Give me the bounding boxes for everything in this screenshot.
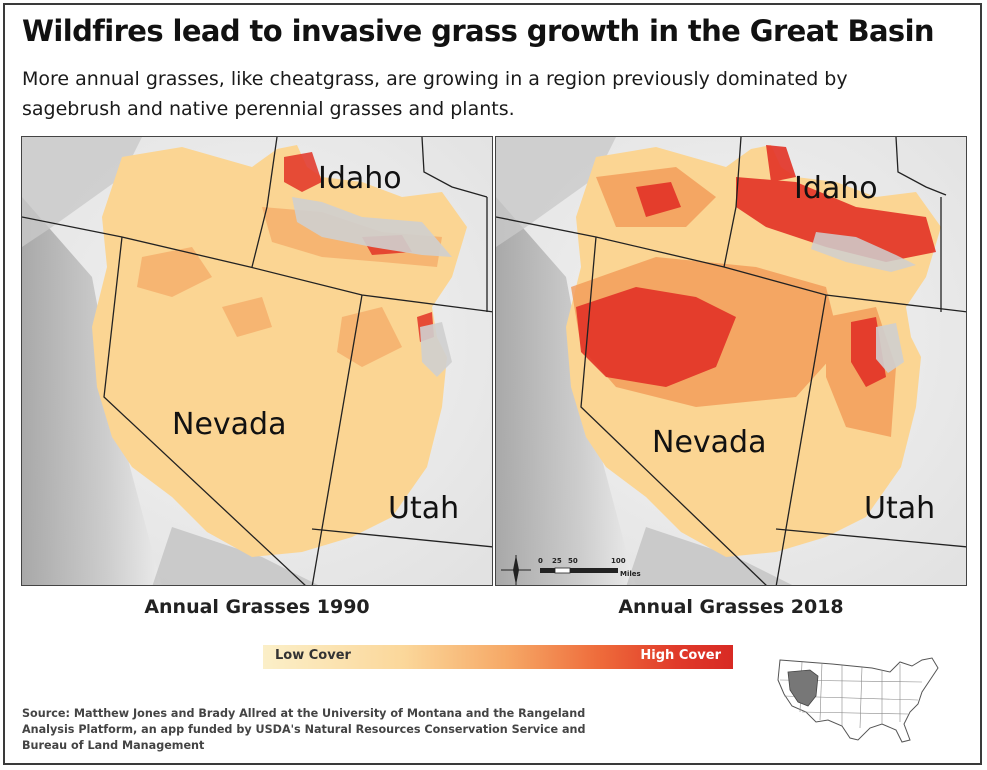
or-id-border [251,137,278,268]
ca-nv-border [103,236,306,585]
scale-tick-100: 100 [611,557,626,565]
us-outline-icon [777,657,939,743]
great-salt-lake-area [420,322,452,377]
figure-frame [3,3,982,765]
map-2018: 0 25 50 100 Miles Idaho Nevada Utah [495,136,967,586]
northwest-relief [22,137,142,247]
scale-unit: Miles [620,570,641,578]
south-relief [152,527,318,585]
us-locator-map [772,650,944,750]
basin-high-patches [576,145,936,387]
map-2018-graphic [496,137,966,585]
idaho-non-basin-area [292,197,452,257]
idaho-non-basin-area [811,232,916,272]
sierra-relief [496,197,636,585]
subtitle: More annual grasses, like cheatgrass, ar… [22,68,848,120]
legend-high-label: High Cover [640,648,721,663]
ut-az-border [311,528,492,548]
page-title: Wildfires lead to invasive grass growth … [22,14,935,48]
sierra-relief [22,197,162,585]
caption-1990: Annual Grasses 1990 [144,596,370,618]
map-1990: Idaho Nevada Utah [21,136,493,586]
ut-az-border [775,528,966,548]
scale-tick-25: 25 [552,557,562,565]
cover-legend-bar: Low Cover High Cover [263,645,733,669]
great-basin-highlight [787,669,819,707]
source-credit: Source: Matthew Jones and Brady Allred a… [22,707,586,752]
basin-mid-patches [137,207,442,367]
scale-tick-50: 50 [568,557,578,565]
state-label-utah: Utah [388,491,460,526]
state-label-idaho: Idaho [318,161,402,196]
north-arrow-icon [501,555,531,585]
state-label-nevada: Nevada [172,407,287,442]
scale-bar [540,567,618,574]
state-boundaries [22,137,492,585]
idaho-mt-border [421,137,488,198]
legend-low-label: Low Cover [275,648,351,663]
scale-tick-0: 0 [538,557,543,565]
northwest-relief [496,137,616,247]
or-id-nv-ut-border [22,216,492,313]
nv-ut-border [311,294,363,585]
nv-ut-border [775,294,827,585]
caption-2018: Annual Grasses 2018 [618,596,844,618]
state-label-nevada: Nevada [652,425,767,460]
ca-nv-border [580,236,767,585]
state-boundaries [496,137,966,585]
idaho-mt-border [895,137,947,196]
great-salt-lake-area [876,323,904,373]
or-id-border [723,137,742,268]
map-1990-graphic [22,137,492,585]
state-label-utah: Utah [864,491,936,526]
state-label-idaho: Idaho [794,171,878,206]
